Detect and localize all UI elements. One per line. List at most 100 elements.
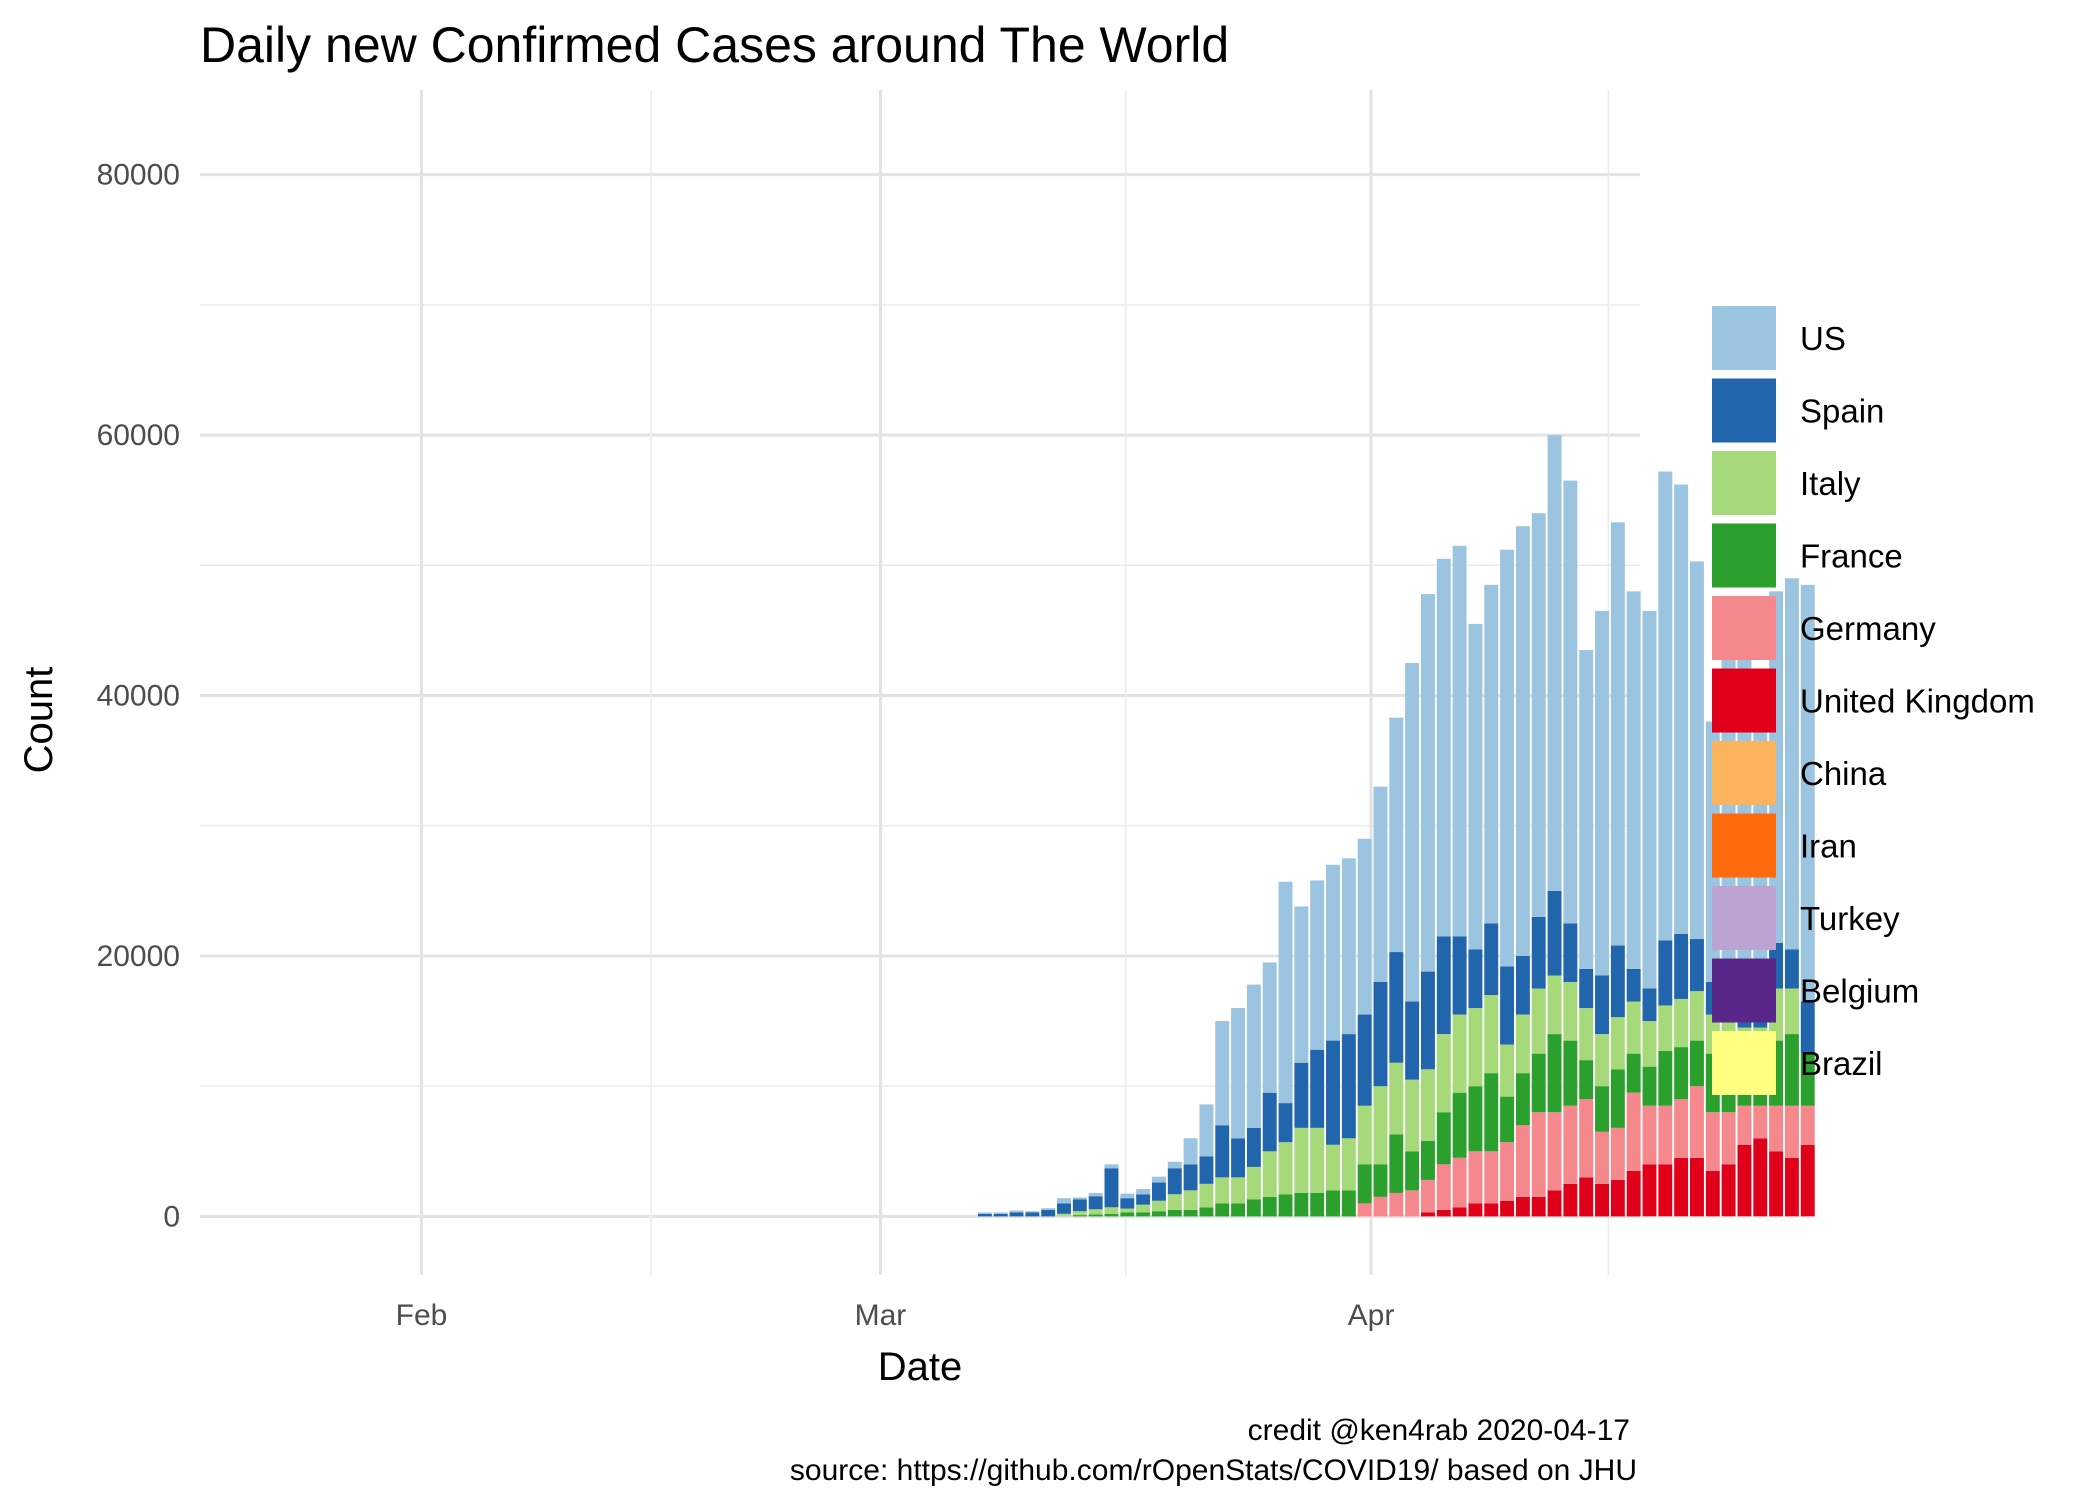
bar-segment-spain [1246,1127,1261,1167]
bar-segment-france [1294,1192,1309,1217]
bar-segment-spain [1025,1212,1040,1217]
bar-segment-us [1278,881,1293,1104]
bar-segment-germany [1753,1105,1768,1139]
bar-segment-germany [1705,1112,1720,1171]
legend-key-brazil [1712,1031,1776,1095]
bar-segment-spain [1072,1199,1087,1212]
bar-segment-us [1326,864,1340,1041]
x-tick-label: Mar [855,1299,907,1332]
bar-segment-united-kingdom [1721,1164,1736,1217]
bar-segment-germany [1721,1112,1736,1165]
bar-segment-united-kingdom [1420,1212,1435,1217]
legend: US Spain Italy France Germany United Kingdom C… [1712,306,2035,1095]
bar-segment-germany [1436,1164,1451,1210]
bar-segment-us [1215,1021,1230,1126]
bar-segment-us [1658,471,1673,941]
bar-segment-france [1563,1040,1578,1106]
bar-segment-spain [1231,1138,1246,1178]
bar-segment-spain [1167,1168,1182,1195]
bar-segment-spain [1468,949,1483,1009]
bar-segment-italy [1436,1034,1451,1113]
bar-segment-france [1278,1194,1293,1217]
bar-segment-us [1468,623,1483,950]
bar-segment-france [1405,1151,1420,1191]
bar-segment-france [1547,1034,1562,1113]
bar-segment-us [1563,480,1578,924]
bar-segment-germany [1547,1112,1562,1191]
bar-segment-us [1183,1138,1198,1165]
bar-segment-italy [1310,1127,1325,1193]
bar-segment-france [1436,1112,1451,1165]
bar-segment-france [1626,1053,1641,1093]
legend-key-italy [1712,451,1776,515]
bar-segment-spain [1595,975,1609,1035]
bar-segment-united-kingdom [1753,1138,1768,1217]
bar-segment-spain [1420,971,1435,1070]
bar-segment-us [1531,513,1546,917]
bar-segment-france [1500,1096,1515,1143]
bar-segment-us [977,1212,992,1214]
bar-segment-us [1373,786,1388,983]
bar-segment-spain [1199,1156,1214,1184]
bar-segment-italy [1642,1021,1657,1067]
bar-segment-us [1626,591,1641,969]
bar-segment-united-kingdom [1563,1183,1578,1217]
bar-segment-united-kingdom [1690,1157,1704,1217]
bar-segment-france [1468,1086,1483,1152]
bar-segment-italy [1072,1211,1087,1216]
bar-segment-germany [1373,1196,1388,1217]
bar-segment-france [1579,1060,1594,1100]
bar-series-group [977,435,1815,1217]
bar-segment-italy [1167,1194,1182,1210]
bar-segment-united-kingdom [1737,1144,1752,1217]
bar-segment-france [1690,1040,1704,1087]
bar-segment-us [1452,545,1467,937]
bar-segment-us [993,1212,1008,1214]
bar-segment-italy [1674,998,1689,1048]
legend-label: Spain [1800,393,1884,430]
bar-segment-france [1800,1053,1815,1106]
legend-key-china [1712,741,1776,805]
bar-segment-germany [1674,1099,1689,1158]
bar-segment-united-kingdom [1626,1170,1641,1217]
legend-key-united-kingdom [1712,668,1776,733]
bar-segment-france [1515,1073,1530,1126]
bar-segment-us [1674,484,1689,934]
legend-key-france [1712,523,1776,588]
bar-segment-spain [1262,1092,1277,1152]
bar-segment-spain [1674,933,1689,999]
bar-segment-germany [1500,1142,1515,1201]
caption-source: source: https://github.com/rOpenStats/CO… [790,1454,1637,1487]
bar-segment-united-kingdom [1452,1207,1467,1217]
bar-segment-germany [1784,1105,1799,1158]
legend-label: Turkey [1800,900,1900,937]
bar-segment-united-kingdom [1705,1170,1720,1217]
bar-segment-france [1262,1196,1277,1217]
bar-segment-italy [1278,1142,1293,1195]
bar-segment-us [1500,549,1515,967]
bar-segment-italy [1326,1144,1340,1191]
bar-segment-spain [1120,1198,1135,1209]
legend-label: Brazil [1800,1045,1883,1082]
bar-segment-united-kingdom [1436,1209,1451,1217]
bar-segment-france [1088,1214,1103,1217]
bar-segment-spain [1800,1001,1815,1054]
bar-segment-germany [1531,1112,1546,1197]
bar-segment-france [1784,1034,1799,1106]
bar-segment-spain [1104,1168,1119,1208]
bar-segment-spain [993,1213,1008,1217]
legend-label: Italy [1800,465,1861,502]
bar-segment-spain [1326,1040,1340,1145]
bar-segment-us [1579,649,1594,969]
bar-segment-france [1389,1134,1404,1193]
bar-segment-spain [977,1213,992,1217]
bar-segment-france [1136,1212,1151,1217]
x-tick-label: Apr [1348,1299,1395,1332]
bar-segment-us [1294,906,1309,1063]
legend-key-belgium [1712,958,1776,1023]
bar-segment-spain [1500,966,1515,1045]
bar-segment-germany [1658,1105,1673,1165]
x-axis-title: Date [878,1345,963,1389]
grid-lines [200,90,1640,1275]
